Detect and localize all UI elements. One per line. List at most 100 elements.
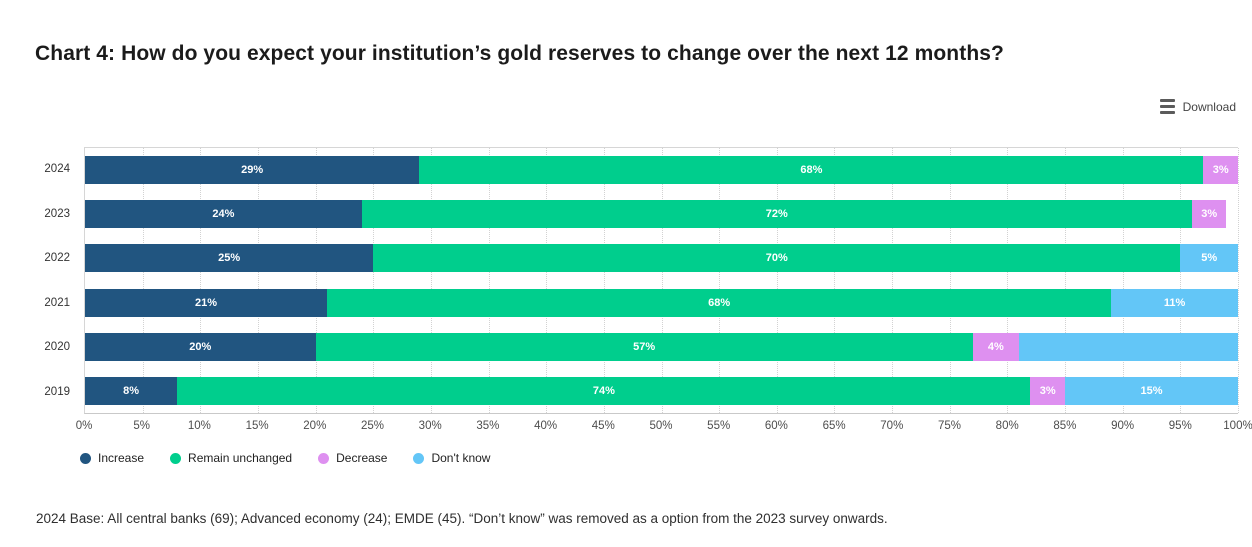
- gridline-80: [1007, 148, 1009, 413]
- gridline-40: [546, 148, 548, 413]
- y-axis-label-2022: 2022: [44, 252, 70, 265]
- bar-segment-2023-increase[interactable]: 24%: [85, 200, 362, 229]
- gridline-100: [1238, 148, 1239, 413]
- gridline-90: [1122, 148, 1124, 413]
- x-axis-tick-40: 40%: [534, 420, 558, 432]
- legend-label-decrease: Decrease: [336, 451, 388, 465]
- bar-segment-2019-decrease[interactable]: 3%: [1030, 376, 1066, 405]
- x-axis-tick-95: 95%: [1168, 420, 1192, 432]
- bar-segment-label: 68%: [800, 164, 823, 177]
- x-axis: 0% 5% 10% 15% 20% 25% 30% 35% 40% 45% 50% 55% 60% 65%…: [76, 420, 1252, 436]
- x-axis-tick-55: 55%: [707, 420, 731, 432]
- x-axis-tick-0: 0%: [75, 420, 93, 432]
- bar-row-2022: 25% 70% 5%: [85, 244, 1238, 273]
- bar-segment-2022-increase[interactable]: 25%: [85, 244, 374, 273]
- x-axis-tick-100: 100%: [1223, 420, 1252, 432]
- bar-segment-2022-don-t-know[interactable]: 5%: [1180, 244, 1238, 273]
- download-button[interactable]: Download: [1159, 99, 1236, 114]
- legend-marker-remain-unchanged: [170, 452, 182, 464]
- x-axis-tick-50: 50%: [649, 420, 673, 432]
- legend-item-decrease[interactable]: Decrease: [318, 451, 387, 465]
- bar-segment-2022-remain-unchanged[interactable]: 70%: [373, 244, 1181, 273]
- y-axis-label-2020: 2020: [44, 341, 70, 354]
- bar-segment-2020-decrease[interactable]: 4%: [972, 332, 1019, 361]
- bar-segment-label: 8%: [123, 384, 140, 397]
- hamburger-menu-icon: [1159, 99, 1175, 114]
- bar-segment-label: 72%: [765, 208, 788, 221]
- gridline-85: [1065, 148, 1067, 413]
- bar-segment-2021-increase[interactable]: 21%: [85, 288, 328, 317]
- bar-segment-label: 24%: [212, 208, 235, 221]
- bar-segment-label: 4%: [987, 340, 1004, 353]
- gridline-70: [892, 148, 894, 413]
- bar-segment-2024-decrease[interactable]: 3%: [1203, 156, 1238, 185]
- legend-label-increase: Increase: [98, 451, 145, 465]
- x-axis-tick-90: 90%: [1111, 420, 1135, 432]
- bar-segment-2020-increase[interactable]: 20%: [85, 332, 316, 361]
- bar-segment-label: 11%: [1163, 296, 1186, 309]
- legend-item-increase[interactable]: Increase: [80, 451, 144, 465]
- gridline-20: [315, 148, 317, 413]
- bar-segment-2023-decrease[interactable]: 3%: [1191, 200, 1227, 229]
- bar-segment-label: 3%: [1201, 208, 1218, 221]
- y-axis-label-2023: 2023: [44, 207, 70, 220]
- bar-segment-label: 68%: [708, 296, 731, 309]
- bar-segment-2021-don-t-know[interactable]: 11%: [1111, 288, 1238, 317]
- x-axis-tick-10: 10%: [187, 420, 211, 432]
- bar-row-2021: 21% 68% 11%: [85, 288, 1238, 317]
- x-axis-tick-60: 60%: [764, 420, 788, 432]
- bars: 29% 68% 3% 24% 72% 3% 25% 70% 5% 21% 68% 11% 20% 57% 4…: [85, 148, 1238, 413]
- gridline-75: [949, 148, 951, 413]
- bar-segment-label: 15%: [1140, 384, 1163, 397]
- gridline-5: [142, 148, 144, 413]
- x-axis-tick-20: 20%: [303, 420, 327, 432]
- x-axis-tick-85: 85%: [1053, 420, 1077, 432]
- bar-segment-2023-remain-unchanged[interactable]: 72%: [361, 200, 1192, 229]
- legend-marker-decrease: [318, 452, 330, 464]
- gridline-65: [834, 148, 836, 413]
- bar-segment-2024-remain-unchanged[interactable]: 68%: [419, 156, 1204, 185]
- y-axis: 2024 2023 2022 2021 2020 2019: [0, 147, 70, 414]
- bar-segment-label: 25%: [218, 252, 241, 265]
- bar-segment-label: 21%: [195, 296, 218, 309]
- legend-item-don-t-know[interactable]: Don't know: [413, 451, 490, 465]
- bar-segment-2024-increase[interactable]: 29%: [85, 156, 420, 185]
- bar-segment-2021-remain-unchanged[interactable]: 68%: [327, 288, 1112, 317]
- x-axis-tick-75: 75%: [937, 420, 962, 432]
- x-axis-tick-70: 70%: [880, 420, 904, 432]
- plot-area: 29% 68% 3% 24% 72% 3% 25% 70% 5% 21% 68% 11% 20% 57% 4…: [84, 147, 1239, 414]
- x-axis-tick-45: 45%: [591, 420, 615, 432]
- x-axis-tick-80: 80%: [995, 420, 1019, 432]
- bar-segment-2019-don-t-know[interactable]: 15%: [1065, 376, 1238, 405]
- bar-segment-2019-increase[interactable]: 8%: [85, 376, 178, 405]
- footnote: 2024 Base: All central banks (69); Advan…: [36, 511, 888, 526]
- bar-segment-label: 70%: [765, 252, 788, 265]
- x-axis-tick-30: 30%: [418, 420, 442, 432]
- gridline-10: [200, 148, 202, 413]
- gridline-30: [430, 148, 432, 413]
- bar-segment-label: 74%: [592, 384, 615, 397]
- gridline-50: [661, 148, 663, 413]
- legend-label-remain-unchanged: Remain unchanged: [188, 451, 293, 465]
- chart-title: Chart 4: How do you expect your institut…: [35, 42, 1004, 65]
- bar-row-2024: 29% 68% 3%: [85, 156, 1238, 185]
- bar-row-2019: 8% 74% 3% 15%: [85, 376, 1238, 405]
- gridline-35: [488, 148, 490, 413]
- bar-segment-2020-remain-unchanged[interactable]: 57%: [315, 332, 973, 361]
- legend-item-remain-unchanged[interactable]: Remain unchanged: [170, 451, 292, 465]
- y-axis-label-2019: 2019: [44, 385, 70, 398]
- x-axis-tick-5: 5%: [133, 420, 150, 432]
- x-axis-tick-15: 15%: [245, 420, 269, 432]
- gridline-15: [257, 148, 259, 413]
- x-axis-tick-25: 25%: [360, 420, 385, 432]
- bar-segment-label: 57%: [633, 340, 656, 353]
- bar-row-2020: 20% 57% 4%: [85, 332, 1238, 361]
- x-axis-tick-35: 35%: [476, 420, 500, 432]
- bar-segment-2019-remain-unchanged[interactable]: 74%: [177, 376, 1031, 405]
- bar-row-2023: 24% 72% 3%: [85, 200, 1238, 229]
- legend-label-don-t-know: Don't know: [431, 451, 491, 465]
- x-axis-tick-65: 65%: [822, 420, 846, 432]
- bar-segment-2020-don-t-know[interactable]: [1018, 332, 1238, 361]
- gridline-55: [719, 148, 721, 413]
- legend: Increase Remain unchanged Decrease Don't kn…: [80, 451, 490, 465]
